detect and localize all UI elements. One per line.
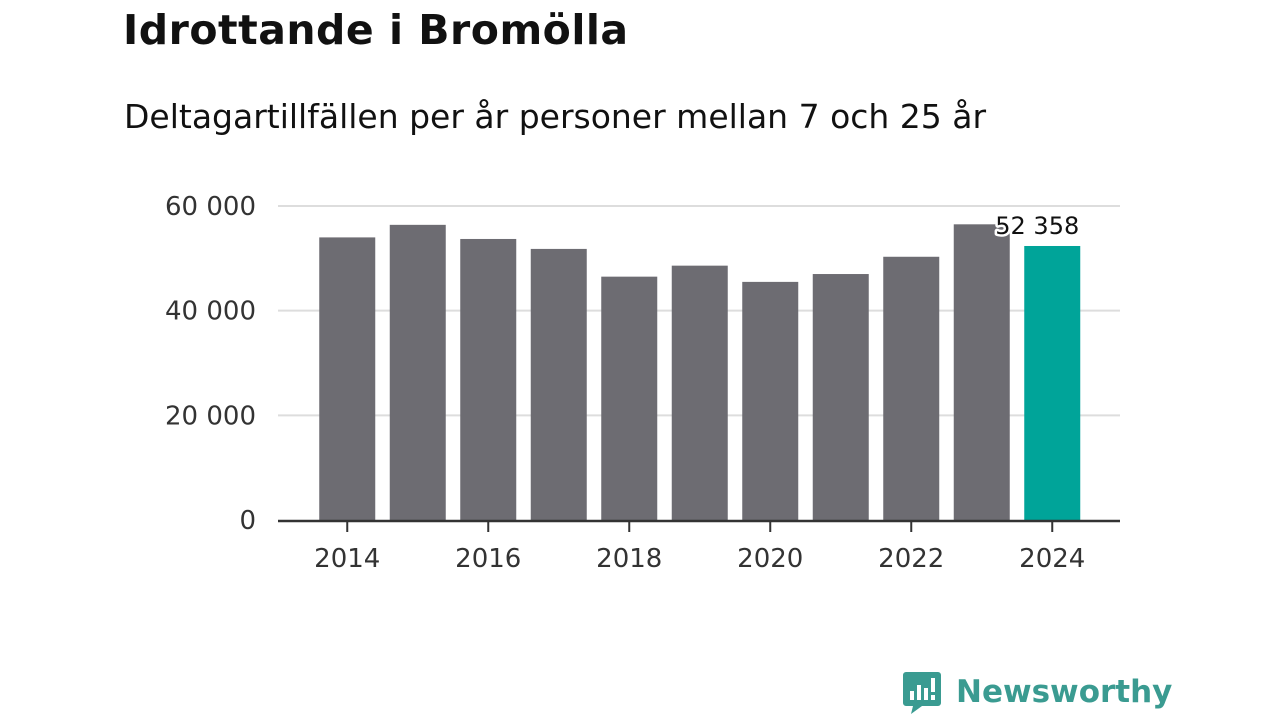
bar-2014 bbox=[319, 237, 376, 520]
y-tick-label: 40 000 bbox=[165, 297, 256, 327]
newsworthy-logo-icon bbox=[903, 672, 941, 714]
chart-title: Idrottande i Bromölla bbox=[123, 6, 629, 54]
x-tick-label: 2022 bbox=[878, 544, 944, 574]
x-tick-label: 2014 bbox=[314, 544, 380, 574]
y-tick-label: 0 bbox=[239, 506, 256, 536]
bar-2022 bbox=[883, 256, 940, 520]
bar-2023 bbox=[953, 224, 1010, 521]
bar-2015 bbox=[389, 224, 446, 520]
bar-2016 bbox=[460, 238, 517, 520]
x-tick-label: 2020 bbox=[737, 544, 803, 574]
y-tick-label: 20 000 bbox=[165, 401, 256, 431]
x-tick-label: 2016 bbox=[455, 544, 521, 574]
y-tick-label: 60 000 bbox=[165, 192, 256, 222]
bar-2018 bbox=[601, 276, 658, 520]
newsworthy-logo: Newsworthy bbox=[902, 670, 1172, 714]
bar-2020 bbox=[742, 281, 799, 520]
bar-2017 bbox=[530, 248, 587, 520]
x-tick-label: 2024 bbox=[1019, 544, 1085, 574]
bar-2019 bbox=[671, 265, 728, 520]
chart-subtitle: Deltagartillfällen per år personer mella… bbox=[124, 97, 987, 136]
bar-2021 bbox=[812, 274, 869, 520]
bar-2024 bbox=[1024, 245, 1081, 520]
brand-name: Newsworthy bbox=[956, 674, 1173, 710]
data-label: 52 358 bbox=[995, 212, 1079, 240]
bar-chart: 0 20 000 40 000 60 000 52 358 2014 2016 2018 202… bbox=[165, 192, 1120, 574]
x-tick-label: 2018 bbox=[596, 544, 662, 574]
